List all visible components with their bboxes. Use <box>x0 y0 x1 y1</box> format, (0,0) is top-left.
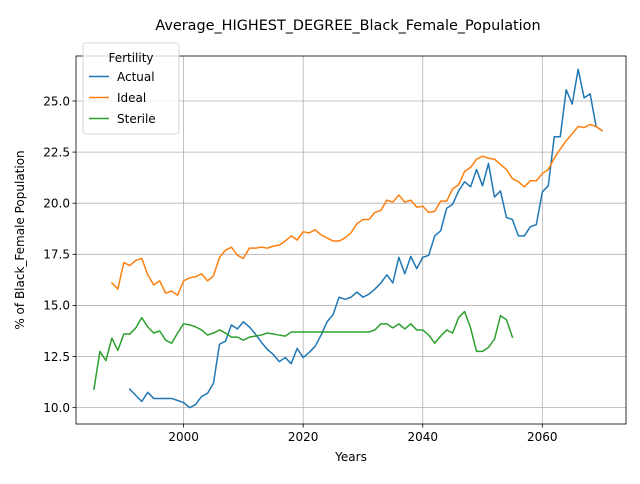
y-tick-label: 15.0 <box>43 299 70 313</box>
legend-entry-sterile: Sterile <box>89 112 156 126</box>
y-tick: 22.5 <box>43 145 76 159</box>
legend-frame <box>82 42 180 135</box>
y-tick-label: 22.5 <box>43 145 70 159</box>
y-tick: 17.5 <box>43 248 76 262</box>
x-tick-label: 2020 <box>288 430 319 444</box>
legend-title: Fertility <box>108 51 153 65</box>
legend: Fertility Actual Ideal Sterile <box>82 42 180 135</box>
gridlines <box>76 56 626 424</box>
series-layer <box>93 68 604 409</box>
y-tick-label: 12.5 <box>43 350 70 364</box>
y-tick: 25.0 <box>43 94 76 108</box>
x-tick: 2020 <box>288 424 319 444</box>
legend-entries: Actual Ideal Sterile <box>89 70 156 126</box>
x-tick-label: 2000 <box>168 430 199 444</box>
series-line-ideal <box>110 123 604 296</box>
y-tick-label: 20.0 <box>43 197 70 211</box>
y-tick: 20.0 <box>43 197 76 211</box>
series-line-actual <box>128 68 604 409</box>
y-tick: 10.0 <box>43 401 76 415</box>
y-axis-label: % of Black_Female Population <box>13 150 27 329</box>
plot-area-frame <box>75 55 627 425</box>
legend-entry-actual: Actual <box>89 70 155 84</box>
x-axis-label: Years <box>334 450 367 464</box>
x-tick-label: 2060 <box>527 430 558 444</box>
x-tick: 2000 <box>168 424 199 444</box>
legend-label: Ideal <box>117 91 146 105</box>
y-tick: 15.0 <box>43 299 76 313</box>
x-tick: 2060 <box>527 424 558 444</box>
x-tick: 2040 <box>407 424 438 444</box>
legend-entry-ideal: Ideal <box>89 91 146 105</box>
chart-title: Average_HIGHEST_DEGREE_Black_Female_Popu… <box>155 18 540 34</box>
y-tick: 12.5 <box>43 350 76 364</box>
y-tick-label: 17.5 <box>43 248 70 262</box>
y-tick-label: 10.0 <box>43 401 70 415</box>
legend-label: Actual <box>117 70 155 84</box>
x-tick-label: 2040 <box>407 430 438 444</box>
y-tick-label: 25.0 <box>43 94 70 108</box>
y-axis-ticks: 10.0 12.5 15.0 17.5 20.0 22.5 25.0 <box>43 94 76 415</box>
x-axis-ticks: 2000 2020 2040 2060 <box>168 424 558 444</box>
legend-label: Sterile <box>117 112 156 126</box>
series-line-sterile <box>93 310 514 391</box>
